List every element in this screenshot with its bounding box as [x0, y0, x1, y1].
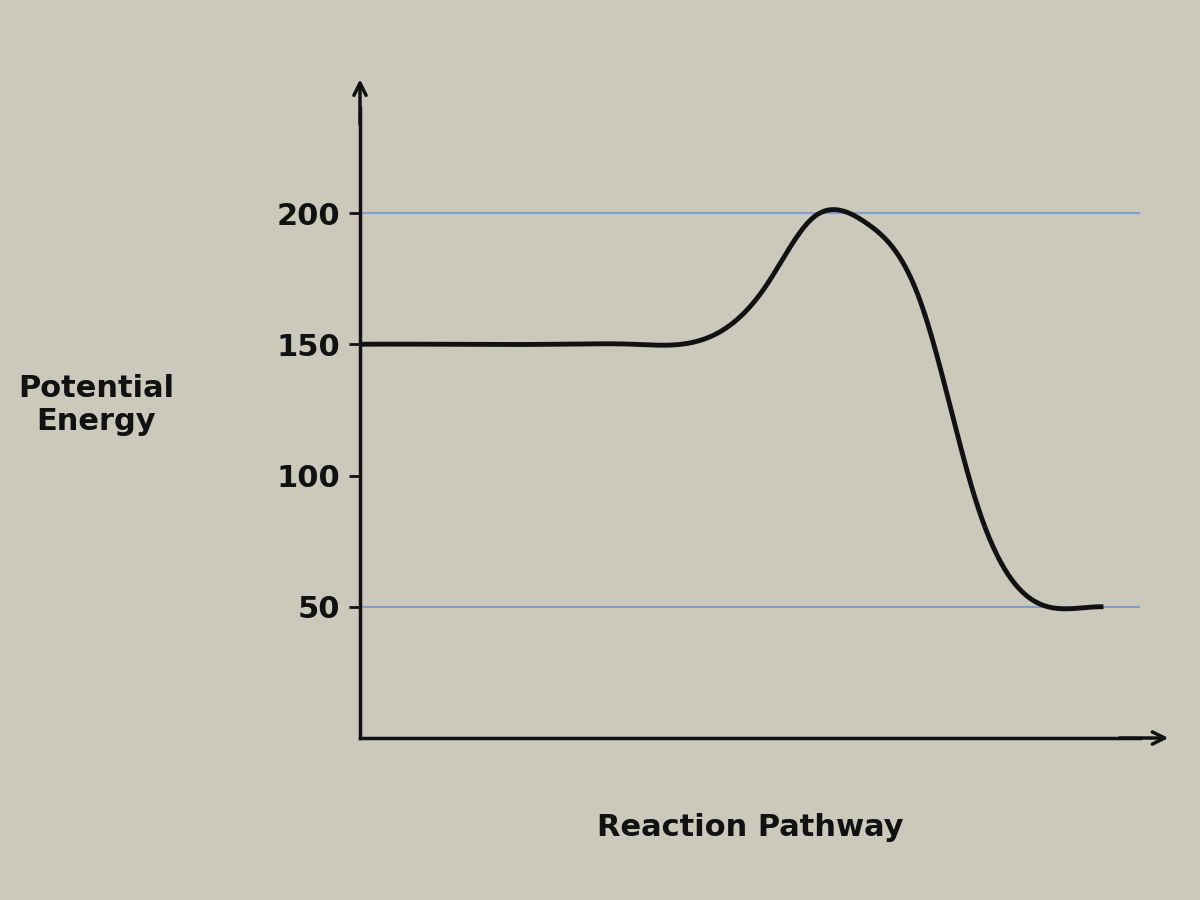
Text: Reaction Pathway: Reaction Pathway	[596, 814, 904, 842]
Text: Potential
Energy: Potential Energy	[18, 374, 174, 436]
